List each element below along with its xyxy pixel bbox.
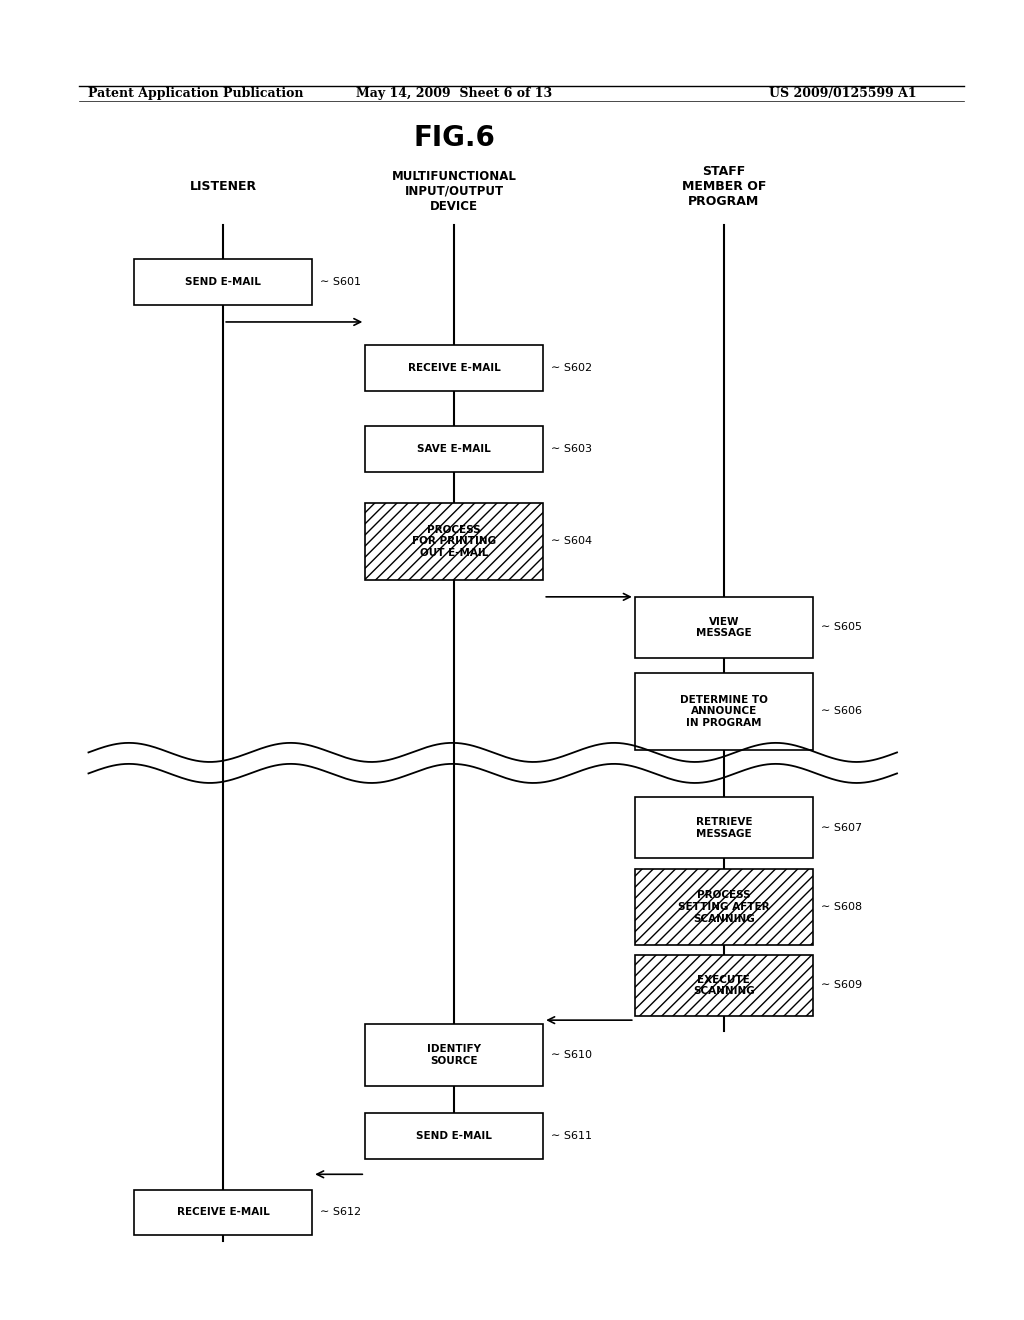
Text: VIEW
MESSAGE: VIEW MESSAGE — [696, 616, 752, 638]
Text: ∼ S607: ∼ S607 — [820, 822, 861, 833]
Text: ∼ S605: ∼ S605 — [820, 623, 861, 632]
Text: ∼ S612: ∼ S612 — [319, 1208, 361, 1217]
Text: STAFF
MEMBER OF
PROGRAM: STAFF MEMBER OF PROGRAM — [682, 165, 766, 209]
Text: EXECUTE
SCANNING: EXECUTE SCANNING — [693, 974, 755, 997]
Text: SEND E-MAIL: SEND E-MAIL — [185, 277, 261, 286]
Text: Patent Application Publication: Patent Application Publication — [88, 87, 304, 100]
FancyBboxPatch shape — [366, 345, 544, 391]
FancyBboxPatch shape — [366, 426, 544, 471]
Text: PROCESS
FOR PRINTING
OUT E-MAIL: PROCESS FOR PRINTING OUT E-MAIL — [413, 525, 497, 558]
Text: ∼ S611: ∼ S611 — [551, 1131, 592, 1140]
Text: RECEIVE E-MAIL: RECEIVE E-MAIL — [177, 1208, 269, 1217]
FancyBboxPatch shape — [366, 1113, 544, 1159]
Text: May 14, 2009  Sheet 6 of 13: May 14, 2009 Sheet 6 of 13 — [356, 87, 552, 100]
FancyBboxPatch shape — [635, 869, 813, 945]
Text: FIG.6: FIG.6 — [414, 124, 496, 152]
Text: IDENTIFY
SOURCE: IDENTIFY SOURCE — [427, 1044, 481, 1065]
Text: ∼ S601: ∼ S601 — [319, 277, 361, 286]
FancyBboxPatch shape — [134, 259, 312, 305]
FancyBboxPatch shape — [635, 954, 813, 1016]
Text: ∼ S606: ∼ S606 — [820, 706, 861, 717]
Text: US 2009/0125599 A1: US 2009/0125599 A1 — [769, 87, 916, 100]
FancyBboxPatch shape — [635, 597, 813, 657]
Text: LISTENER: LISTENER — [189, 180, 257, 193]
Text: ∼ S602: ∼ S602 — [551, 363, 592, 372]
Text: ∼ S609: ∼ S609 — [820, 981, 861, 990]
Text: SAVE E-MAIL: SAVE E-MAIL — [418, 444, 492, 454]
Text: ∼ S608: ∼ S608 — [820, 902, 861, 912]
FancyBboxPatch shape — [134, 1189, 312, 1236]
Text: SEND E-MAIL: SEND E-MAIL — [417, 1131, 493, 1140]
Text: PROCESS
SETTING AFTER
SCANNING: PROCESS SETTING AFTER SCANNING — [678, 891, 770, 924]
FancyBboxPatch shape — [366, 503, 544, 579]
Text: DETERMINE TO
ANNOUNCE
IN PROGRAM: DETERMINE TO ANNOUNCE IN PROGRAM — [680, 694, 768, 727]
FancyBboxPatch shape — [635, 673, 813, 750]
Text: ∼ S610: ∼ S610 — [551, 1049, 592, 1060]
FancyBboxPatch shape — [635, 797, 813, 858]
Text: ∼ S604: ∼ S604 — [551, 536, 592, 546]
FancyBboxPatch shape — [366, 1024, 544, 1085]
Text: RECEIVE E-MAIL: RECEIVE E-MAIL — [408, 363, 501, 372]
Text: MULTIFUNCTIONAL
INPUT/OUTPUT
DEVICE: MULTIFUNCTIONAL INPUT/OUTPUT DEVICE — [392, 170, 517, 213]
Text: ∼ S603: ∼ S603 — [551, 444, 592, 454]
Text: RETRIEVE
MESSAGE: RETRIEVE MESSAGE — [695, 817, 752, 838]
